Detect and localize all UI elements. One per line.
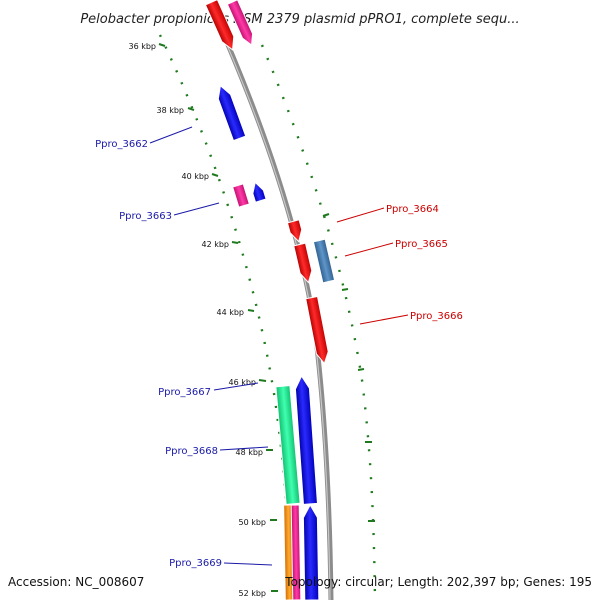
tick-labels: 36 kbp 38 kbp 40 kbp 42 kbp 44 kbp 46 kb…	[128, 42, 266, 598]
tick-label-36: 36 kbp	[128, 42, 156, 51]
gene-ppro-3665a[interactable]	[293, 242, 314, 284]
leader-lines	[149, 126, 409, 566]
gene-label-ppro-3667[interactable]: Ppro_3667	[158, 387, 211, 398]
tick-marks	[158, 43, 278, 592]
gene-ppro-3667[interactable]	[294, 375, 318, 505]
tick-label-50: 50 kbp	[238, 518, 266, 527]
gene-labels-right: Ppro_3664 Ppro_3665 Ppro_3666	[386, 204, 463, 322]
gene-ppro-3665b[interactable]	[312, 238, 336, 284]
gene-label-ppro-3665[interactable]: Ppro_3665	[395, 239, 448, 250]
gene-ppro-3663a[interactable]	[232, 183, 250, 208]
accession-text: Accession: NC_008607	[8, 575, 144, 589]
tick-label-46: 46 kbp	[228, 378, 256, 387]
gene-ppro-3663b[interactable]	[250, 181, 267, 203]
gene-label-ppro-3664[interactable]: Ppro_3664	[386, 204, 439, 215]
gene-label-ppro-3662[interactable]: Ppro_3662	[95, 139, 148, 150]
gene-label-ppro-3666[interactable]: Ppro_3666	[410, 311, 463, 322]
tick-label-52: 52 kbp	[238, 589, 266, 598]
gene-ppro-3661-magenta[interactable]	[226, 0, 256, 47]
gene-labels-left: Ppro_3662 Ppro_3663 Ppro_3667 Ppro_3668 …	[95, 139, 222, 569]
outer-tick-marks	[322, 213, 375, 522]
tick-label-38: 38 kbp	[156, 106, 184, 115]
tick-label-44: 44 kbp	[216, 308, 244, 317]
tick-label-40: 40 kbp	[181, 172, 209, 181]
gene-label-ppro-3669[interactable]: Ppro_3669	[169, 558, 222, 569]
gene-ppro-3668[interactable]	[275, 385, 301, 505]
gene-label-ppro-3663[interactable]: Ppro_3663	[119, 211, 172, 222]
gene-features	[204, 0, 336, 600]
gene-label-ppro-3668[interactable]: Ppro_3668	[165, 446, 218, 457]
gene-ppro-3662[interactable]	[214, 83, 247, 142]
gene-ppro-3660-red[interactable]	[204, 0, 238, 52]
tick-label-42: 42 kbp	[201, 240, 229, 249]
topology-summary: Topology: circular; Length: 202,397 bp; …	[284, 575, 592, 589]
gene-ppro-3664[interactable]	[286, 219, 304, 243]
tick-label-48: 48 kbp	[235, 448, 263, 457]
map-title: Pelobacter propionicus DSM 2379 plasmid …	[80, 12, 519, 27]
gene-ppro-3666[interactable]	[305, 295, 331, 365]
